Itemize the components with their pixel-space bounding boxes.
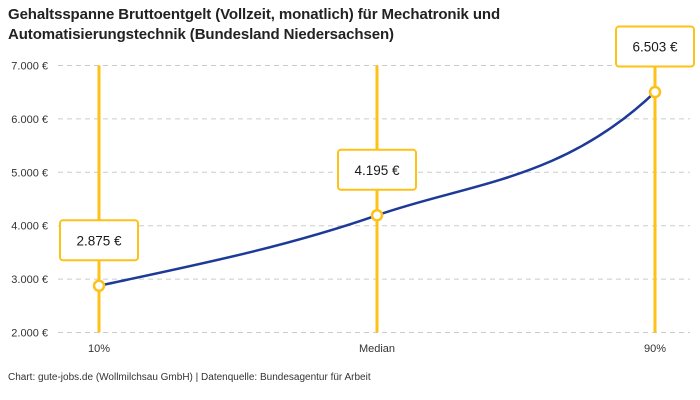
chart-footer: Chart: gute-jobs.de (Wollmilchsau GmbH) … (8, 372, 371, 383)
y-axis-tick-label: 6.000 € (11, 114, 48, 126)
value-label-text: 6.503 € (632, 40, 678, 55)
y-axis-tick-label: 7.000 € (11, 61, 48, 73)
data-point-marker (370, 209, 384, 222)
y-axis-tick-label: 2.000 € (11, 328, 48, 340)
x-axis-tick-label: 90% (644, 343, 666, 355)
x-axis-tick-label: 10% (88, 343, 110, 355)
y-axis-tick-label: 5.000 € (11, 167, 48, 179)
value-label-box (59, 219, 139, 262)
value-label-box (615, 25, 695, 68)
value-label-text: 4.195 € (354, 163, 400, 178)
y-axis-tick-label: 3.000 € (11, 274, 48, 286)
chart-title: Gehaltsspanne Bruttoentgelt (Vollzeit, m… (8, 6, 501, 43)
data-point-marker (648, 85, 662, 99)
x-axis-tick-label: Median (359, 343, 395, 355)
data-point-marker (92, 279, 106, 293)
y-axis-tick-label: 4.000 € (11, 221, 48, 233)
value-label-text: 2.875 € (76, 233, 122, 248)
value-label-box (337, 148, 417, 191)
